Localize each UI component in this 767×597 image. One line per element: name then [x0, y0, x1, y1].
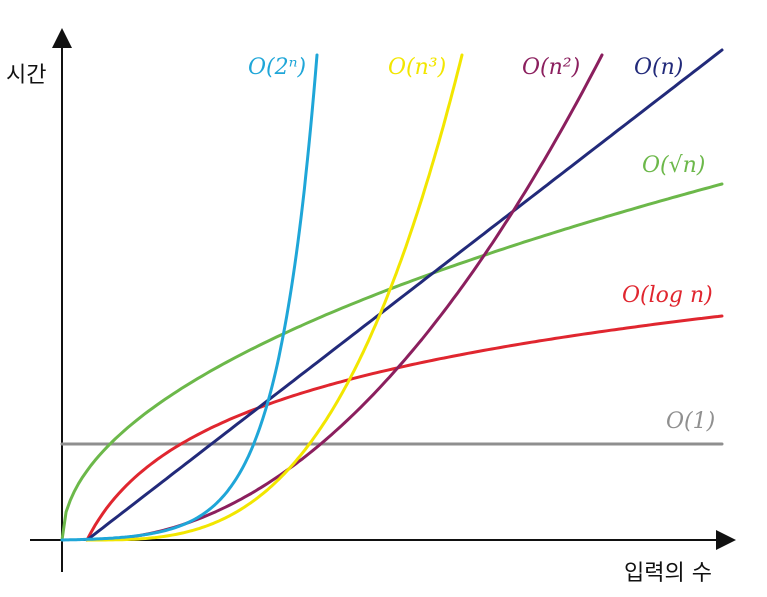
series-label-constant: O(1)	[666, 409, 715, 434]
series-line-sqrt	[60, 182, 724, 542]
y-axis-label: 시간	[6, 63, 46, 88]
series-line-quadratic	[85, 53, 604, 542]
series-line-linear	[85, 48, 724, 542]
series-label-quadratic: O(n²)	[522, 55, 580, 80]
series-layer	[60, 48, 724, 542]
series-line-log	[85, 314, 724, 542]
series-line-exponential	[60, 53, 319, 542]
series-label-cubic: O(n³)	[388, 55, 446, 80]
x-axis-label: 입력의 수	[624, 561, 712, 586]
series-label-linear: O(n)	[634, 55, 683, 80]
series-label-exponential: O(2ⁿ)	[248, 55, 306, 80]
series-label-sqrt: O(√n)	[642, 153, 705, 178]
series-label-log: O(log n)	[622, 283, 713, 308]
series-label-layer: O(1) O(log n) O(√n) O(n) O(n²) O(n³) O(2ⁿ)	[248, 55, 715, 434]
series-line-cubic	[85, 53, 464, 542]
